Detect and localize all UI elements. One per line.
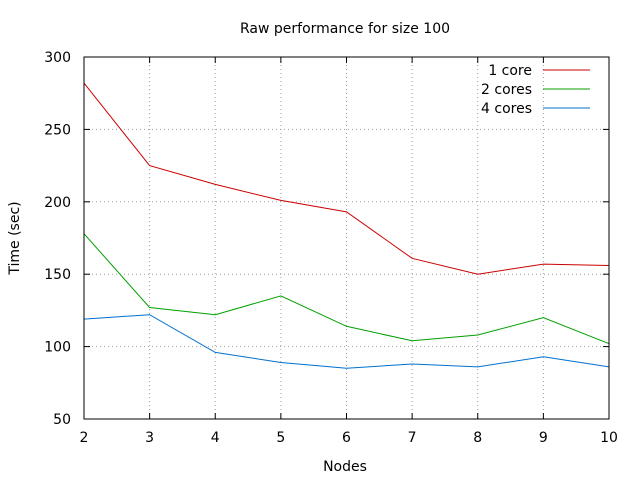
legend-label: 1 core: [488, 63, 532, 79]
y-axis-label: Time (sec): [7, 201, 23, 275]
y-tick-label: 200: [44, 195, 71, 211]
x-axis-label: Nodes: [323, 459, 367, 475]
series-line-2: [83, 233, 610, 345]
y-tick-label: 50: [53, 412, 71, 428]
x-tick-label: 4: [211, 430, 220, 446]
x-tick-label: 6: [342, 430, 351, 446]
legend: 1 core 2 cores 4 cores: [481, 63, 590, 117]
grid: [84, 57, 609, 419]
x-tick-label: 5: [276, 430, 285, 446]
series-line-3: [83, 314, 610, 369]
y-axis: 50 100 150 200 250 300: [44, 50, 609, 428]
series-line-1: [83, 82, 610, 275]
x-tick-label: 3: [145, 430, 154, 446]
x-tick-label: 9: [539, 430, 548, 446]
x-tick-label: 8: [473, 430, 482, 446]
x-axis: 2 3 4 5 6 7 8 9 10: [80, 57, 618, 446]
legend-label: 4 cores: [481, 101, 532, 117]
y-tick-label: 100: [44, 340, 71, 356]
y-tick-label: 300: [44, 50, 71, 66]
y-tick-label: 250: [44, 122, 71, 138]
y-tick-label: 150: [44, 267, 71, 283]
chart-title: Raw performance for size 100: [240, 21, 450, 37]
series-lines: [83, 82, 610, 369]
x-tick-label: 2: [80, 430, 89, 446]
legend-label: 2 cores: [481, 82, 532, 98]
x-tick-label: 7: [408, 430, 417, 446]
x-tick-label: 10: [600, 430, 618, 446]
